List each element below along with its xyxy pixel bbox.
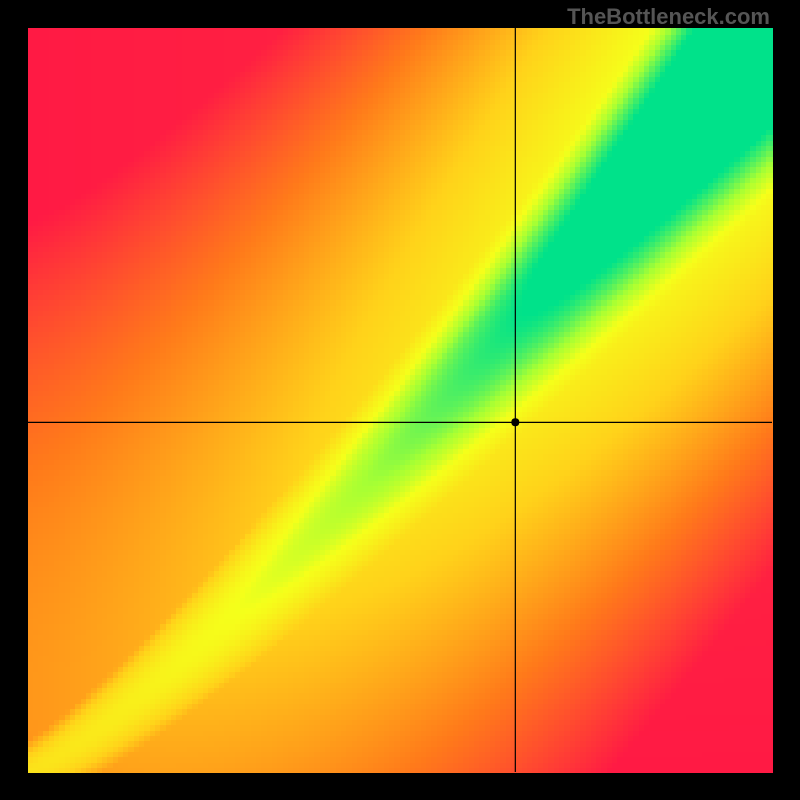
- chart-stage: TheBottleneck.com: [0, 0, 800, 800]
- bottleneck-heatmap: [0, 0, 800, 800]
